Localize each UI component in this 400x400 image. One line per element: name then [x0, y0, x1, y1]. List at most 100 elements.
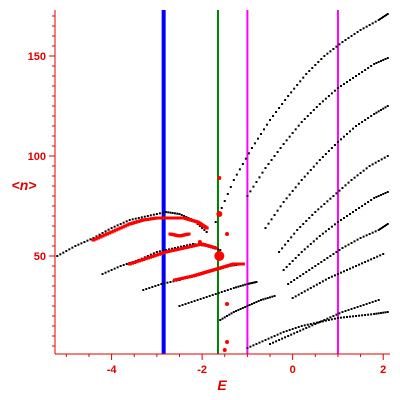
- data-point: [282, 331, 285, 333]
- data-point: [382, 226, 385, 228]
- data-point: [352, 127, 355, 130]
- data-point: [244, 306, 247, 308]
- data-point: [303, 175, 306, 178]
- data-point: [341, 311, 344, 313]
- data-point: [246, 195, 249, 197]
- data-point: [294, 295, 297, 298]
- data-point: [358, 73, 361, 75]
- data-point: [345, 81, 348, 83]
- data-point: [219, 249, 222, 251]
- data-point: [92, 237, 95, 239]
- data-point: [104, 271, 107, 274]
- data-point: [321, 232, 324, 235]
- highlight-point: [159, 252, 164, 255]
- data-point: [368, 233, 371, 235]
- data-point: [368, 302, 371, 304]
- data-point: [246, 305, 249, 307]
- highlight-point: [222, 348, 227, 352]
- data-point: [285, 266, 288, 268]
- data-point: [267, 222, 270, 225]
- data-point: [250, 303, 253, 305]
- data-point: [385, 224, 388, 226]
- data-point: [273, 335, 276, 337]
- data-point: [232, 311, 235, 313]
- data-point: [365, 234, 368, 237]
- data-point: [318, 321, 321, 323]
- y-axis-label: <n>: [12, 177, 37, 193]
- data-point: [306, 288, 309, 291]
- data-point: [173, 212, 176, 215]
- data-point: [264, 167, 267, 169]
- data-point: [284, 243, 287, 246]
- highlight-point: [98, 235, 103, 239]
- data-point: [270, 159, 273, 161]
- data-point: [341, 41, 344, 43]
- data-point: [220, 207, 223, 209]
- data-point: [235, 173, 238, 176]
- highlight-point: [170, 249, 175, 252]
- data-point: [253, 302, 256, 304]
- data-point: [296, 229, 299, 231]
- data-point: [239, 285, 242, 287]
- data-point: [113, 267, 116, 270]
- data-point: [299, 329, 302, 332]
- data-point: [377, 160, 380, 162]
- data-point: [330, 318, 333, 321]
- data-point: [345, 133, 348, 135]
- data-point: [282, 201, 285, 203]
- highlight-point: [177, 247, 182, 251]
- data-point: [299, 275, 302, 277]
- data-point: [383, 15, 386, 17]
- highlight-point: [172, 248, 177, 252]
- data-point: [306, 323, 309, 326]
- data-point: [226, 193, 229, 195]
- data-point: [314, 211, 317, 213]
- data-point: [223, 316, 226, 319]
- data-point: [384, 311, 387, 314]
- highlight-point: [213, 246, 218, 250]
- data-point: [382, 16, 385, 18]
- highlight-point: [184, 276, 189, 279]
- data-point: [271, 295, 274, 298]
- data-point: [358, 314, 361, 317]
- data-point: [223, 290, 226, 292]
- data-point: [367, 313, 370, 316]
- data-point: [326, 52, 329, 55]
- data-point: [349, 130, 352, 133]
- data-point: [323, 203, 326, 205]
- data-point: [371, 231, 374, 234]
- data-point: [302, 223, 305, 225]
- data-point: [327, 277, 330, 279]
- data-point: [285, 139, 288, 142]
- highlight-point: [107, 231, 112, 235]
- data-point: [110, 269, 113, 271]
- data-point: [379, 60, 382, 62]
- data-point: [326, 200, 329, 203]
- data-point: [241, 307, 244, 309]
- data-point: [375, 312, 378, 315]
- data-point: [359, 29, 362, 31]
- data-point: [318, 282, 321, 284]
- data-point: [309, 169, 312, 171]
- data-point: [386, 155, 389, 157]
- data-point: [349, 315, 352, 318]
- data-point: [189, 243, 192, 246]
- data-point: [272, 115, 275, 117]
- data-point: [339, 85, 342, 87]
- data-point: [324, 97, 327, 100]
- data-point: [368, 24, 371, 26]
- data-point: [309, 243, 312, 245]
- data-point: [294, 128, 297, 131]
- data-point: [373, 63, 376, 65]
- highlight-point: [105, 232, 110, 236]
- data-point: [382, 59, 385, 61]
- data-point: [344, 39, 347, 41]
- highlight-point: [114, 228, 119, 232]
- data-point: [279, 332, 282, 335]
- data-point: [269, 343, 272, 345]
- data-point: [333, 89, 336, 92]
- data-point: [379, 109, 382, 111]
- data-point: [359, 237, 362, 239]
- data-point: [290, 281, 293, 283]
- data-point: [342, 270, 345, 273]
